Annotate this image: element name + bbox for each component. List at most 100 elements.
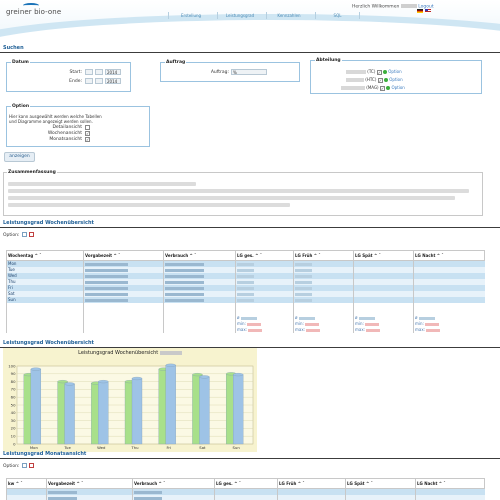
- column-header[interactable]: Verbrauch ^ ˇ: [132, 478, 215, 489]
- column-header[interactable]: kw ^ ˇ: [6, 478, 47, 489]
- bar[interactable]: [98, 381, 109, 445]
- table-cell: [293, 296, 354, 303]
- column-header[interactable]: LG Früh ^ ˇ: [293, 250, 354, 261]
- table-cell: max:: [413, 326, 485, 333]
- table-cell: [163, 278, 236, 285]
- cell-value: [295, 280, 313, 284]
- table-cell: [353, 296, 414, 303]
- table-cell: [6, 494, 47, 500]
- table-cell: [293, 260, 354, 267]
- column-header[interactable]: LG Spät ^ ˇ: [353, 250, 414, 261]
- abteilung-box: Abteilung (TC) ✓ Option (HTC) ✓ Option (…: [310, 58, 482, 94]
- end-month-input[interactable]: [95, 78, 103, 84]
- column-header[interactable]: LG Nacht ^ ˇ: [415, 478, 485, 489]
- bar[interactable]: [232, 374, 244, 445]
- start-month-input[interactable]: [95, 69, 103, 75]
- option-link[interactable]: Option: [388, 69, 402, 74]
- start-year-input[interactable]: 2014: [105, 69, 121, 75]
- end-day-input[interactable]: [85, 78, 93, 84]
- wochenansicht-checkbox[interactable]: ✓: [85, 131, 90, 136]
- table-cell: [413, 290, 485, 297]
- abteilung-checkbox[interactable]: ✓: [377, 77, 383, 83]
- auftrag-input[interactable]: %: [231, 69, 267, 75]
- table-cell: [235, 260, 294, 267]
- stat-value: [306, 328, 321, 332]
- x-tick-label: Sun: [233, 445, 241, 450]
- table-cell: [163, 284, 236, 291]
- option-link[interactable]: Option: [391, 85, 405, 90]
- german-flag-icon[interactable]: [417, 9, 423, 13]
- abteilung-code: (TC): [367, 69, 376, 74]
- table-cell: [163, 272, 236, 279]
- nav-item-kennzahlen[interactable]: Kennzahlen: [266, 12, 311, 19]
- summary-line: [8, 189, 469, 193]
- bar[interactable]: [30, 368, 42, 445]
- stat-label: min:: [355, 321, 366, 326]
- abteilung-checkbox[interactable]: ✓: [379, 85, 385, 91]
- table-cell: [83, 272, 164, 279]
- bar[interactable]: [131, 378, 143, 445]
- weekly-bar-chart: 0 10 20 30 40 50 60 70 80 90 100 Mon Tue Wed Thu Fri Sat…: [8, 363, 254, 450]
- cell-value: [134, 496, 162, 500]
- stat-value: [247, 322, 262, 326]
- cell-value: [295, 262, 313, 266]
- table-cell: [353, 284, 414, 291]
- cell-value: [165, 286, 204, 290]
- column-header[interactable]: LG Nacht ^ ˇ: [413, 250, 485, 261]
- table-row: [6, 494, 485, 500]
- column-header[interactable]: LG ges. ^ ˇ: [235, 250, 294, 261]
- logout-link[interactable]: Logout: [418, 4, 434, 10]
- table-cell: [6, 320, 84, 327]
- status-dot-icon: [386, 86, 391, 90]
- column-header[interactable]: LG Spät ^ ˇ: [345, 478, 416, 489]
- bar[interactable]: [199, 376, 210, 445]
- table-cell: [83, 290, 164, 297]
- cell-value: [165, 280, 204, 284]
- table-cell: [413, 296, 485, 303]
- monthly-option-row: Option:: [3, 463, 35, 469]
- nav-item-leistungsgrad[interactable]: Leistungsgrad: [217, 12, 262, 19]
- x-tick-label: Sat: [199, 445, 206, 450]
- detailansicht-checkbox[interactable]: [85, 125, 90, 130]
- abteilung-code: (HTC): [365, 77, 377, 82]
- y-tick-label: 100: [8, 363, 16, 368]
- table-cell: ø: [353, 314, 414, 321]
- abteilung-row-htc: (HTC) ✓ Option: [346, 77, 403, 83]
- monatsansicht-checkbox[interactable]: ✓: [85, 137, 90, 142]
- anzeigen-button[interactable]: anzeigen: [4, 152, 35, 162]
- column-header[interactable]: LG ges. ^ ˇ: [214, 478, 278, 489]
- pdf-export-icon[interactable]: [29, 463, 35, 468]
- summary-title: Zusammenfassung: [7, 170, 57, 175]
- cell-value: [85, 298, 128, 302]
- y-tick-label: 10: [11, 434, 16, 439]
- weekday-cell: Fri: [6, 284, 84, 291]
- column-header[interactable]: LG Früh ^ ˇ: [277, 478, 346, 489]
- abteilung-checkbox[interactable]: ✓: [376, 69, 382, 75]
- chart-panel: Leistungsgrad Wochenübersicht 0 10 20 30 40 5…: [3, 348, 257, 452]
- status-dot-icon: [383, 78, 388, 82]
- column-header[interactable]: Wochentag ^ ˇ: [6, 250, 84, 261]
- table-row: [6, 308, 485, 315]
- table-cell: [6, 308, 84, 315]
- column-header[interactable]: Vorgabezeit ^ ˇ: [83, 250, 164, 261]
- bar[interactable]: [64, 383, 75, 445]
- weekday-cell: Tue: [6, 266, 84, 273]
- excel-export-icon[interactable]: [21, 463, 27, 468]
- column-header[interactable]: Verbrauch ^ ˇ: [163, 250, 236, 261]
- status-dot-icon: [382, 70, 387, 74]
- summary-text: [8, 182, 478, 210]
- excel-export-icon[interactable]: [21, 232, 27, 237]
- english-flag-icon[interactable]: [425, 9, 431, 13]
- nav-item-sql[interactable]: SQL: [315, 12, 360, 19]
- table-row: Sun: [6, 296, 485, 303]
- nav-item-erstellung[interactable]: Erstellung: [168, 12, 213, 19]
- chart-title-text: Leistungsgrad Wochenübersicht: [78, 350, 159, 356]
- column-header[interactable]: Vorgabezeit ^ ˇ: [46, 478, 133, 489]
- monatsansicht-label: Monatsansicht: [49, 137, 82, 142]
- pdf-export-icon[interactable]: [29, 232, 35, 237]
- option-link[interactable]: Option: [389, 77, 403, 82]
- end-year-input[interactable]: 2014: [105, 78, 121, 84]
- logo-arc-icon: [23, 3, 39, 8]
- bar[interactable]: [165, 365, 176, 445]
- start-day-input[interactable]: [85, 69, 93, 75]
